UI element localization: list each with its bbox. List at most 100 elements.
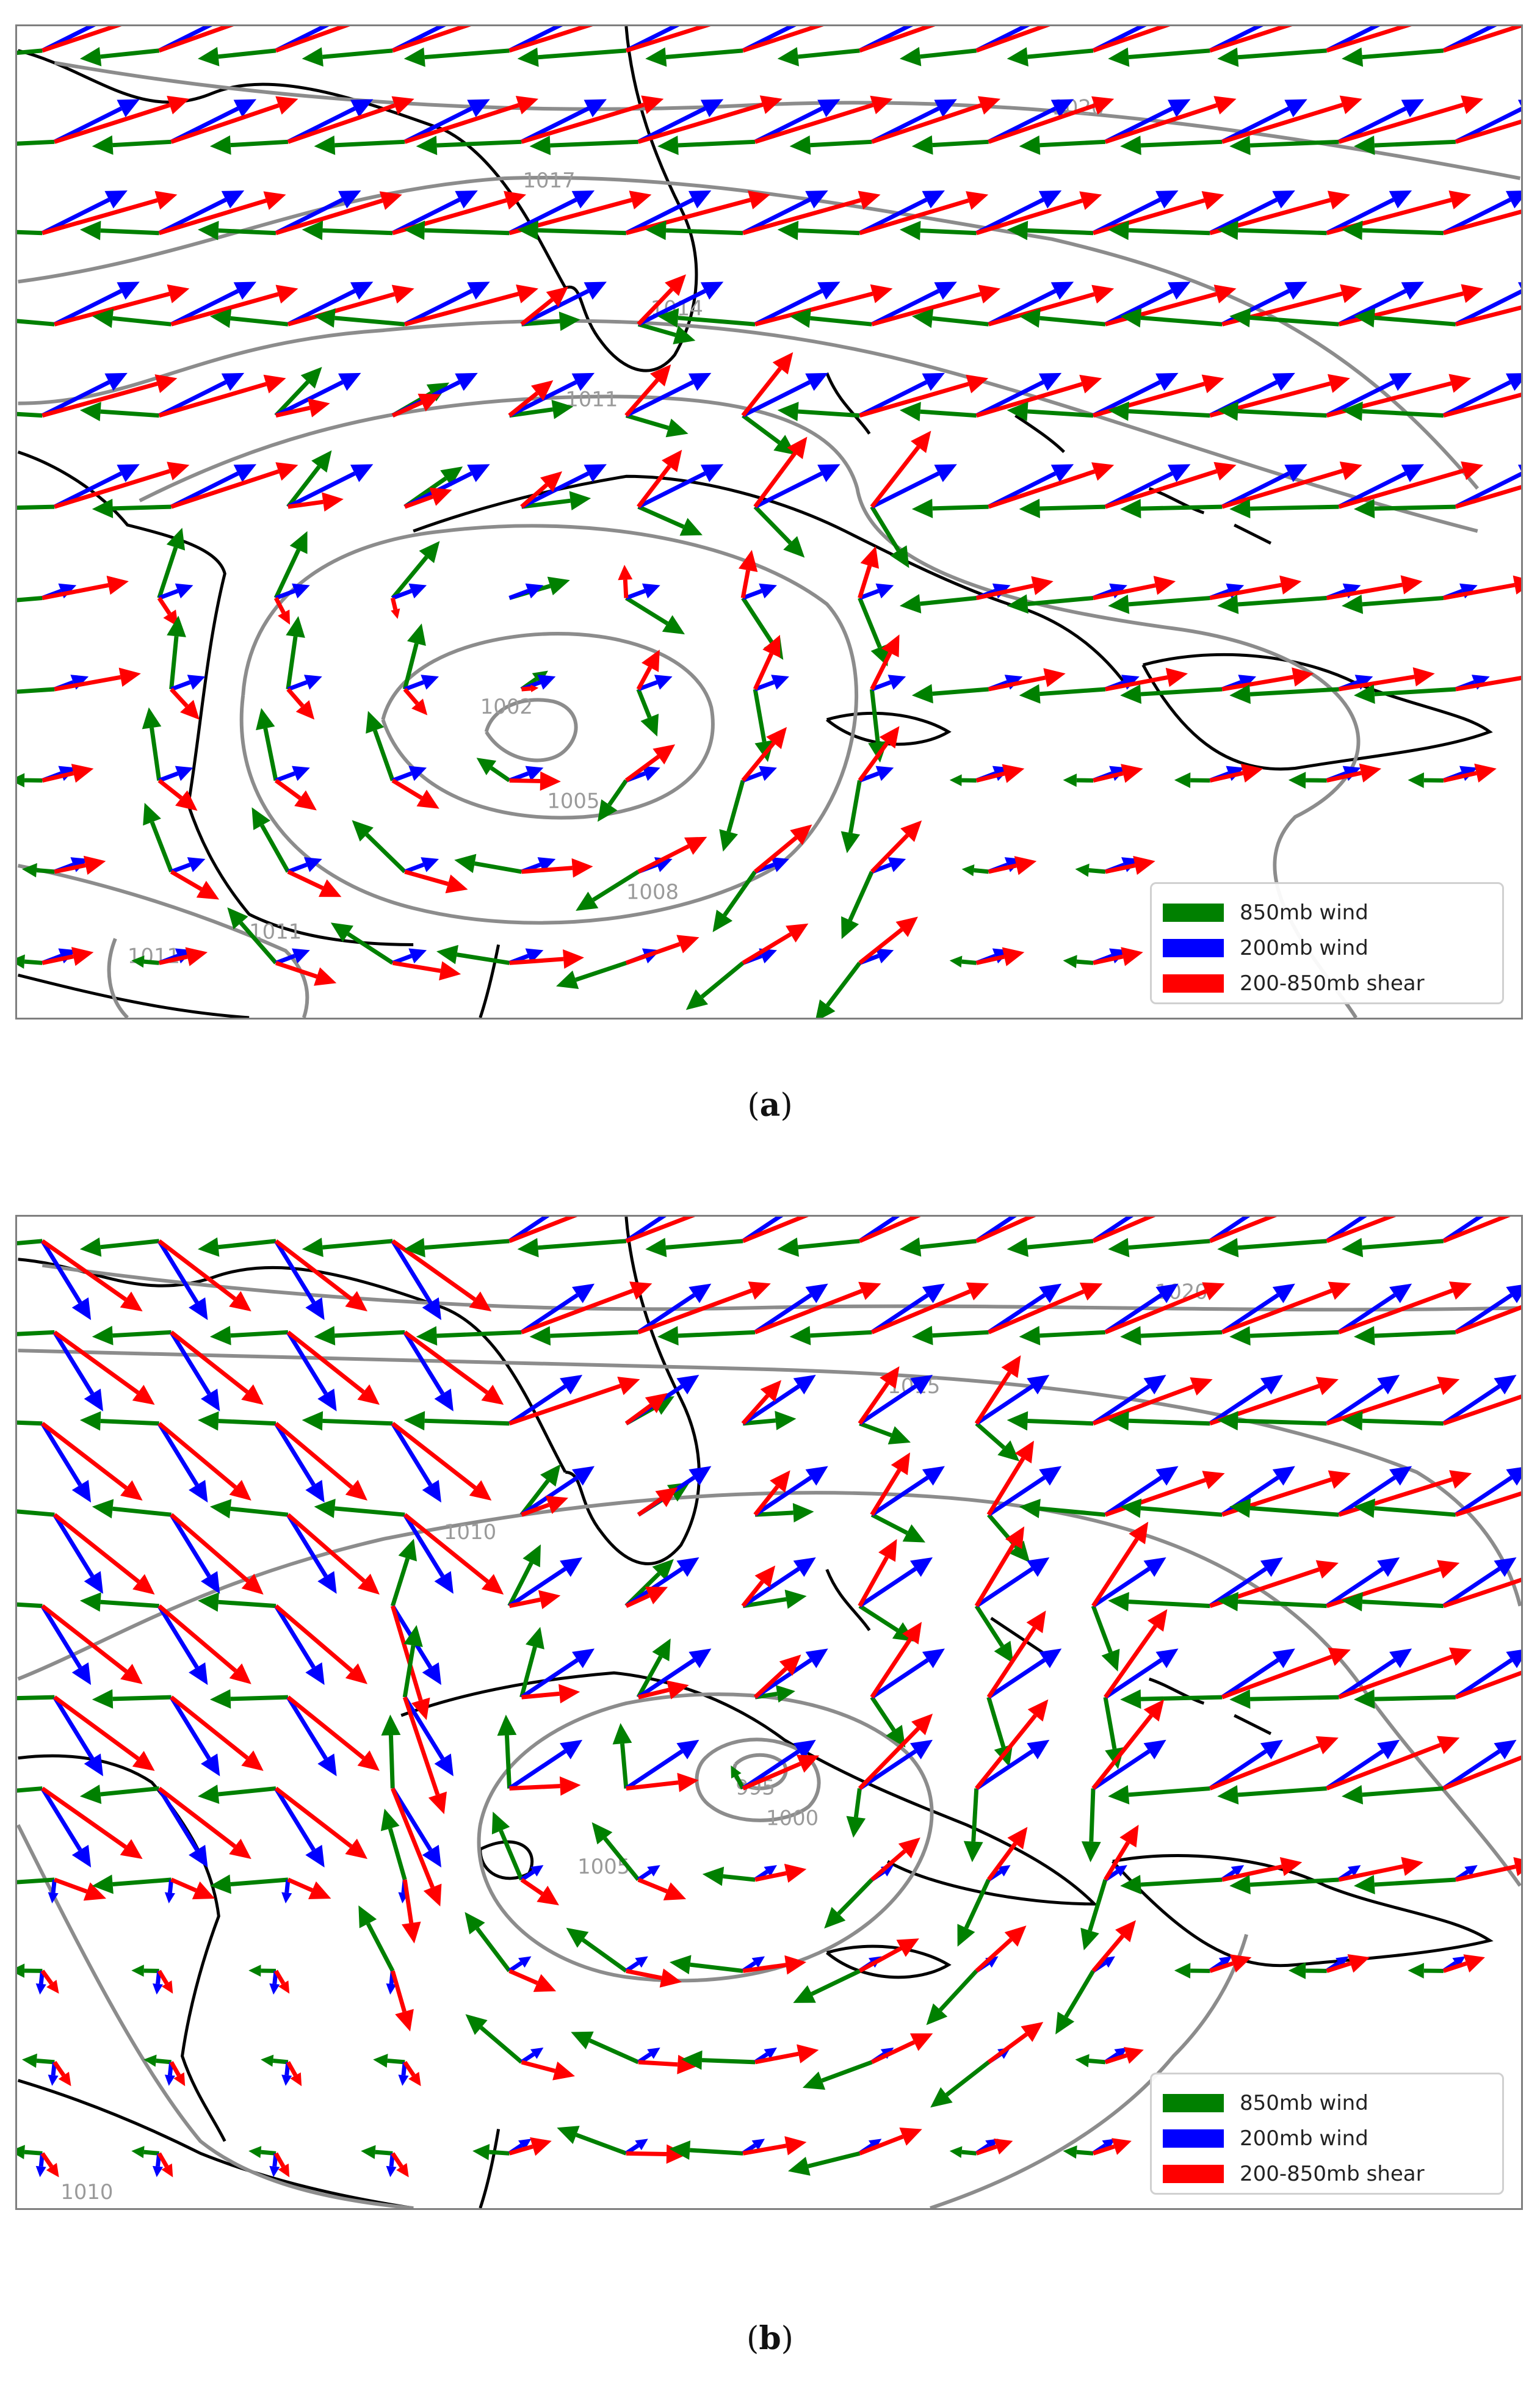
wind-850mb-arrow-head xyxy=(472,2143,490,2161)
wind-850mb-arrow-head xyxy=(251,807,271,830)
wind-850mb-arrow xyxy=(1237,1599,1327,1609)
shear-arrow xyxy=(1209,1217,1278,1244)
wind-850mb-arrow-head xyxy=(497,1714,517,1736)
shear-arrow-head xyxy=(1279,1857,1303,1877)
wind-200mb-arrow-head xyxy=(35,2165,46,2178)
wind-850mb-arrow-head xyxy=(1229,1326,1251,1346)
shear-arrow-head xyxy=(318,879,342,897)
shear-arrow-head xyxy=(902,1621,922,1645)
wind-200mb-arrow-head xyxy=(1102,2139,1115,2151)
shear-arrow xyxy=(741,1394,770,1425)
shear-arrow-head xyxy=(391,96,414,115)
wind-850mb-arrow xyxy=(100,48,160,59)
wind-200mb-arrow-head xyxy=(676,1739,700,1759)
shear-arrow xyxy=(1326,1217,1397,1244)
wind-850mb-arrow xyxy=(1238,1418,1327,1426)
shear-arrow xyxy=(975,2144,997,2156)
wind-850mb-arrow-head xyxy=(286,616,305,638)
wind-200mb-arrow-head xyxy=(572,1648,595,1668)
shear-arrow xyxy=(508,1969,538,1985)
shear-arrow-head xyxy=(779,1654,801,1676)
wind-200mb-arrow xyxy=(1209,1217,1251,1243)
wind-200mb-arrow-head xyxy=(317,1753,337,1777)
wind-850mb-arrow-head xyxy=(1108,1592,1129,1612)
shear-arrow xyxy=(508,1217,578,1244)
legend-item: 850mb wind xyxy=(1163,2085,1502,2121)
shear-arrow-head xyxy=(540,771,561,791)
shear-arrow xyxy=(54,103,171,144)
wind-850mb-arrow xyxy=(742,413,781,444)
shear-arrow-head xyxy=(308,398,330,418)
wind-850mb-arrow-head xyxy=(645,220,667,241)
wind-200mb-arrow xyxy=(169,1513,211,1577)
shear-arrow xyxy=(1442,1577,1521,1608)
wind-200mb-arrow-head xyxy=(518,2139,532,2151)
wind-850mb-arrow xyxy=(1088,2059,1106,2065)
shear-arrow xyxy=(286,687,305,708)
shear-arrow-head xyxy=(1229,1954,1252,1973)
wind-200mb-arrow xyxy=(40,1422,82,1487)
wind-850mb-arrow-head xyxy=(662,615,685,635)
legend-item: 200-850mb shear xyxy=(1163,2156,1502,2192)
wind-850mb-arrow xyxy=(100,1419,159,1426)
wind-200mb-arrow-head xyxy=(1231,1865,1245,1877)
wind-850mb-arrow-head xyxy=(1108,401,1129,421)
wind-200mb-arrow xyxy=(286,1513,328,1577)
wind-850mb-arrow xyxy=(112,1695,172,1701)
wind-200mb-arrow-head xyxy=(455,372,478,391)
wind-200mb-arrow xyxy=(274,1787,316,1852)
shear-arrow-head xyxy=(229,1291,251,1312)
wind-850mb-arrow-head xyxy=(1174,1963,1191,1979)
wind-850mb-arrow-head xyxy=(551,399,574,419)
wind-850mb-arrow xyxy=(100,228,159,236)
wind-850mb-arrow-head xyxy=(1055,2012,1075,2035)
shear-arrow-head xyxy=(241,1384,264,1405)
wind-200mb-arrow xyxy=(754,1476,812,1517)
wind-200mb-arrow xyxy=(1092,198,1161,235)
wind-850mb-arrow xyxy=(920,596,977,606)
legend-item: 850mb wind xyxy=(1163,895,1502,930)
shear-arrow-head xyxy=(546,286,569,308)
wind-850mb-arrow xyxy=(607,779,628,806)
wind-850mb-arrow-head xyxy=(815,999,836,1018)
wind-200mb-arrow xyxy=(754,1293,812,1335)
wind-850mb-arrow xyxy=(809,316,872,327)
isobar-label: 1008 xyxy=(626,880,679,904)
wind-850mb-arrow xyxy=(592,869,640,902)
wind-200mb-arrow-head xyxy=(350,464,374,482)
shear-arrow xyxy=(625,198,751,236)
shear-arrow-head xyxy=(196,880,220,900)
shear-arrow-head xyxy=(760,1380,782,1402)
shear-arrow xyxy=(1338,675,1415,692)
wind-200mb-arrow-head xyxy=(700,99,724,117)
shear-arrow-head xyxy=(858,190,881,210)
wind-850mb-arrow xyxy=(490,766,511,783)
wind-850mb-arrow-head xyxy=(1342,594,1364,614)
wind-200mb-arrow xyxy=(1454,1476,1513,1517)
wind-200mb-arrow-head xyxy=(805,1466,828,1486)
shear-arrow-head xyxy=(229,1663,251,1684)
wind-850mb-arrow-head xyxy=(1229,1689,1251,1709)
wind-200mb-arrow-head xyxy=(189,1844,208,1868)
wind-850mb-arrow xyxy=(678,316,756,327)
shear-arrow-head xyxy=(275,462,298,481)
wind-850mb-arrow-head xyxy=(407,623,426,647)
shear-arrow-head xyxy=(898,1837,920,1859)
shear-arrow xyxy=(988,469,1096,509)
wind-850mb-arrow xyxy=(858,597,882,648)
wind-850mb-arrow xyxy=(334,1330,405,1338)
wind-200mb-arrow-head xyxy=(1389,1283,1412,1303)
wind-200mb-arrow xyxy=(870,1293,929,1335)
shear-arrow-head xyxy=(180,700,200,720)
wind-850mb-arrow xyxy=(637,322,676,338)
wind-200mb-arrow xyxy=(275,589,295,600)
wind-850mb-arrow-head xyxy=(911,308,934,328)
wind-850mb-arrow xyxy=(932,1330,989,1338)
shear-arrow xyxy=(1221,103,1343,144)
wind-850mb-arrow-head xyxy=(403,1625,423,1647)
wind-850mb-arrow-head xyxy=(1063,773,1077,787)
wind-200mb-arrow-head xyxy=(71,1844,92,1868)
shear-arrow-head xyxy=(880,1366,900,1389)
wind-850mb-arrow-head xyxy=(777,220,799,241)
wind-850mb-arrow-head xyxy=(529,1326,551,1346)
